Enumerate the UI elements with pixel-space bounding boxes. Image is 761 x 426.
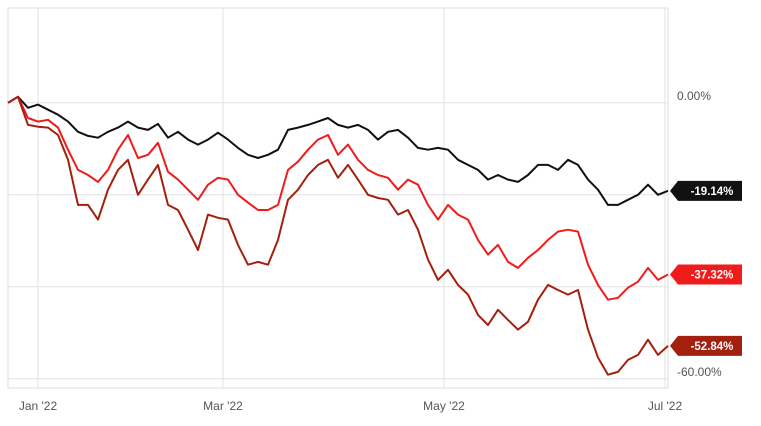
y-tick-label: -60.00% (677, 365, 722, 379)
end-label: -37.32% (691, 269, 734, 281)
series-line (7, 95, 669, 301)
plot-frame (7, 7, 669, 389)
y-tick-label: 0.00% (677, 89, 711, 103)
end-label: -52.84% (691, 341, 734, 353)
x-tick-label: Jan '22 (19, 399, 58, 413)
x-tick-label: May '22 (423, 399, 465, 413)
end-tag (670, 335, 742, 356)
series-line (7, 95, 669, 206)
x-tick-label: Jul '22 (648, 399, 683, 413)
x-tick-label: Mar '22 (203, 399, 243, 413)
end-label: -19.14% (691, 186, 734, 198)
end-tag (670, 180, 742, 201)
series-line (7, 95, 669, 376)
end-tag (670, 264, 742, 285)
